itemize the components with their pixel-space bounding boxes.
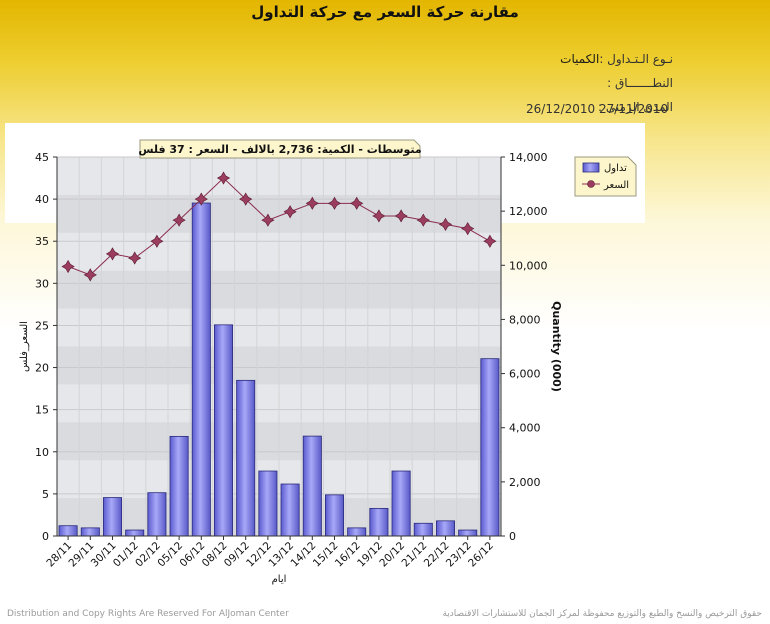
right-tick-label: 0: [509, 530, 516, 543]
volume-bar-12/12: [258, 470, 278, 537]
price-point-06/12: [194, 192, 208, 206]
volume-bar-29/11: [80, 527, 100, 537]
price-point-02/12: [150, 234, 164, 248]
volume-bar-08/12: [213, 324, 234, 537]
volume-bar-16/12: [347, 527, 367, 537]
trade-type-label: نـوع الـتـداول :: [599, 52, 673, 66]
price-point-16/12: [350, 196, 364, 210]
chart-title: متوسطات - الكمية: 2,736 بالالف - السعر :…: [138, 143, 421, 156]
left-tick-label: 0: [42, 530, 49, 543]
left-tick-label: 35: [35, 235, 49, 248]
volume-bar-30/11: [102, 497, 123, 537]
volume-bar-20/12: [391, 470, 411, 537]
left-tick-label: 45: [35, 151, 49, 164]
legend-label-volume: تداول: [604, 163, 627, 174]
copyright-english: Distribution and Copy Rights Are Reserve…: [7, 609, 289, 619]
trade-type-value: الكميات: [560, 52, 600, 66]
period-value: 26/12/2010 27/11/2010: [526, 102, 669, 116]
page-title: مقارنة حركة السعر مع حركة التداول: [251, 3, 519, 21]
volume-bar-28/11: [58, 525, 78, 537]
left-tick-label: 10: [35, 446, 49, 459]
volume-bar-19/12: [369, 507, 389, 537]
price-point-01/12: [128, 251, 142, 265]
right-tick-label: 10,000: [509, 259, 548, 272]
right-tick-label: 8,000: [509, 313, 541, 326]
price-point-08/12: [216, 171, 231, 185]
left-tick-label: 30: [35, 277, 49, 290]
volume-bar-15/12: [324, 494, 345, 537]
price-point-13/12: [283, 205, 297, 219]
left-axis-title: السعر_فلس: [19, 321, 30, 372]
legend-label-price: السعر: [603, 180, 629, 191]
volume-bar-22/12: [435, 520, 456, 537]
left-tick-label: 40: [35, 193, 49, 206]
price-point-21/12: [416, 213, 430, 227]
volume-bar-09/12: [236, 379, 256, 537]
price-point-09/12: [239, 192, 253, 206]
price-point-26/12: [483, 234, 497, 248]
legend-line-marker: [587, 180, 595, 188]
price-point-05/12: [172, 213, 186, 227]
range-label: النطـــــــاق :: [607, 76, 673, 90]
volume-bar-01/12: [125, 529, 145, 537]
legend-bar-swatch: [582, 162, 600, 173]
left-tick-label: 20: [35, 362, 49, 375]
x-axis-title: ايام: [272, 574, 287, 585]
right-tick-label: 4,000: [509, 422, 541, 435]
right-axis-title: Quantity (000): [550, 301, 563, 392]
volume-bar-05/12: [169, 435, 189, 537]
chart-title-box: [139, 139, 421, 159]
price-point-30/11: [105, 247, 120, 261]
left-tick-label: 25: [35, 319, 49, 332]
price-point-15/12: [327, 196, 342, 210]
price-point-12/12: [261, 213, 275, 227]
x-tick-label: 26/12: [466, 540, 496, 570]
right-tick-label: 6,000: [509, 368, 541, 381]
range-row: النطـــــــاق :: [607, 76, 673, 90]
price-point-14/12: [305, 196, 319, 210]
volume-bar-21/12: [413, 522, 433, 537]
volume-bar-26/12: [480, 358, 500, 537]
volume-bar-14/12: [302, 435, 322, 537]
right-tick-label: 2,000: [509, 476, 541, 489]
price-point-23/12: [461, 221, 475, 236]
left-tick-label: 5: [42, 488, 49, 501]
volume-bar-23/12: [458, 529, 478, 537]
price-point-28/11: [61, 259, 75, 274]
price-point-29/11: [83, 268, 97, 282]
period-label: المدى الزمنى :: [598, 100, 673, 114]
trade-type-row: نـوع الـتـداول :الكميات: [560, 52, 673, 66]
price-point-20/12: [394, 209, 408, 223]
price-point-22/12: [438, 217, 453, 231]
volume-bar-13/12: [280, 483, 300, 537]
copyright-arabic: حقوق الترخيص والنسخ والطبع والتوزيع محفو…: [442, 609, 762, 619]
volume-bar-06/12: [191, 202, 211, 537]
left-tick-label: 15: [35, 404, 49, 417]
right-tick-label: 14,000: [509, 151, 548, 164]
right-tick-label: 12,000: [509, 205, 548, 218]
price-point-19/12: [372, 209, 386, 223]
volume-bar-02/12: [147, 492, 167, 537]
